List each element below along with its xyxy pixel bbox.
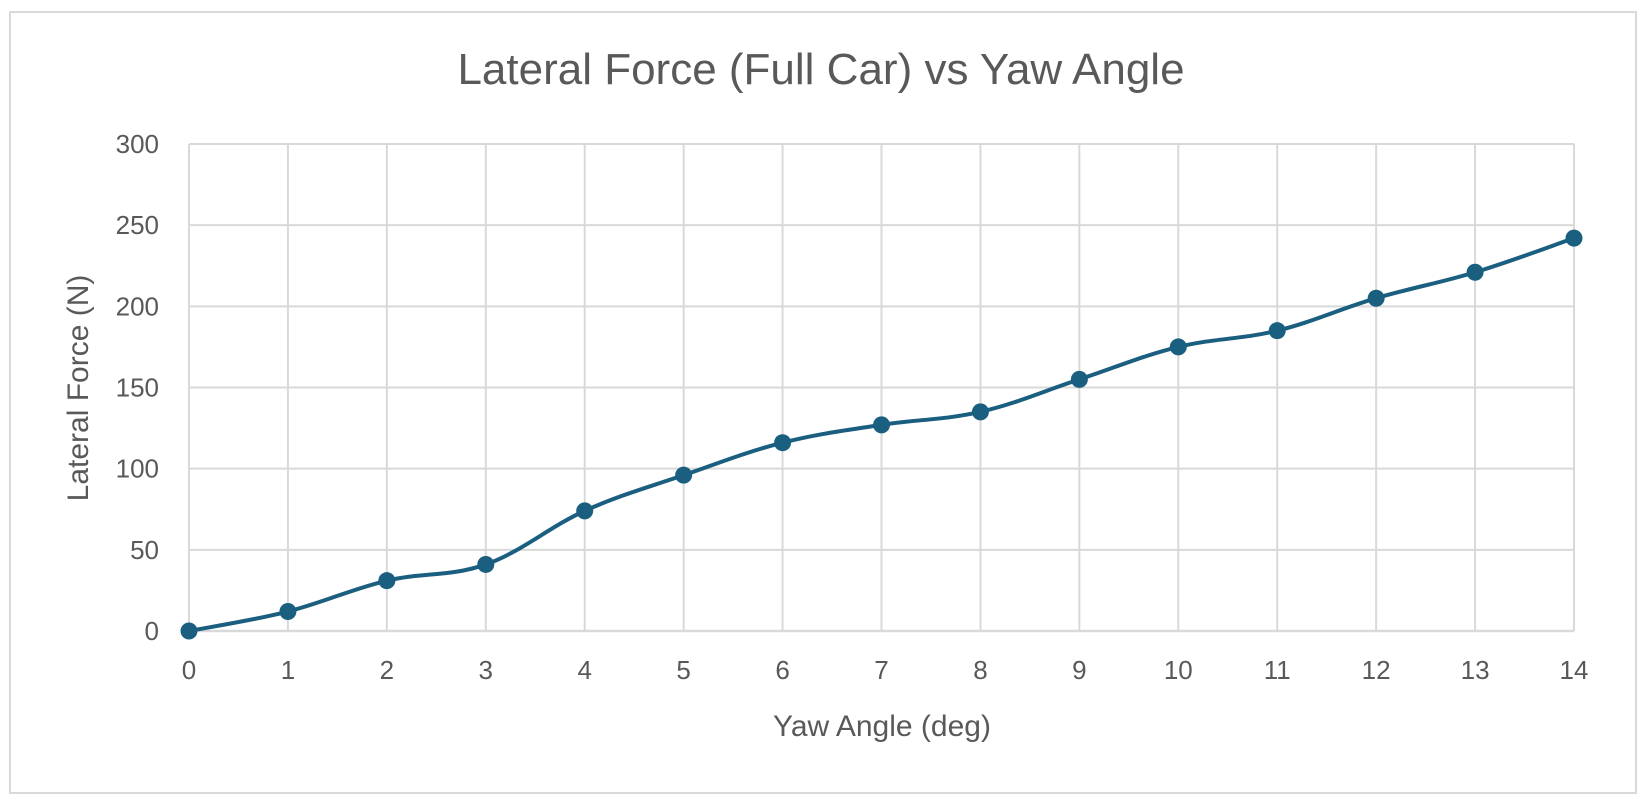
data-point bbox=[378, 572, 396, 590]
x-tick-label: 13 bbox=[1461, 655, 1490, 685]
x-tick-label: 5 bbox=[676, 655, 690, 685]
y-tick-label: 200 bbox=[116, 291, 159, 321]
x-tick-label: 6 bbox=[775, 655, 789, 685]
data-point bbox=[279, 603, 297, 621]
data-point bbox=[1169, 338, 1187, 356]
series-layer bbox=[180, 229, 1583, 640]
data-point bbox=[576, 502, 594, 520]
y-tick-label: 0 bbox=[145, 616, 159, 646]
x-tick-label: 1 bbox=[281, 655, 295, 685]
y-tick-label: 150 bbox=[116, 373, 159, 403]
data-point bbox=[1367, 289, 1385, 307]
data-point bbox=[675, 466, 693, 484]
data-point bbox=[1268, 322, 1286, 340]
gridlines bbox=[188, 143, 1575, 633]
data-point bbox=[873, 416, 890, 434]
x-tick-label: 4 bbox=[577, 655, 591, 685]
data-point bbox=[1565, 229, 1583, 247]
x-tick-label: 2 bbox=[380, 655, 394, 685]
x-axis-ticks: 0 1 2 3 4 5 6 7 8 9 10 11 12 13 14 bbox=[182, 655, 1589, 685]
chart-frame bbox=[9, 11, 1637, 794]
y-tick-label: 300 bbox=[116, 129, 159, 159]
y-axis-ticks: 0 50 100 150 200 250 300 bbox=[116, 129, 159, 646]
x-tick-label: 0 bbox=[182, 655, 196, 685]
data-point bbox=[180, 622, 198, 640]
data-point bbox=[1466, 263, 1484, 281]
x-tick-label: 8 bbox=[973, 655, 987, 685]
x-tick-label: 11 bbox=[1264, 655, 1291, 685]
y-tick-label: 100 bbox=[116, 454, 159, 484]
x-tick-label: 10 bbox=[1164, 655, 1193, 685]
y-axis-title: Lateral Force (N) bbox=[62, 275, 95, 502]
data-point bbox=[1070, 370, 1088, 388]
data-point bbox=[774, 434, 792, 452]
x-tick-label: 7 bbox=[874, 655, 888, 685]
x-tick-label: 12 bbox=[1362, 655, 1391, 685]
x-tick-label: 14 bbox=[1560, 655, 1589, 685]
chart-title: Lateral Force (Full Car) vs Yaw Angle bbox=[457, 45, 1184, 94]
y-tick-label: 250 bbox=[116, 210, 159, 240]
y-tick-label: 50 bbox=[130, 535, 159, 565]
x-tick-label: 9 bbox=[1072, 655, 1086, 685]
data-point bbox=[477, 555, 495, 573]
data-point bbox=[971, 403, 989, 421]
x-tick-label: 3 bbox=[479, 655, 493, 685]
x-axis-title: Yaw Angle (deg) bbox=[773, 710, 991, 743]
